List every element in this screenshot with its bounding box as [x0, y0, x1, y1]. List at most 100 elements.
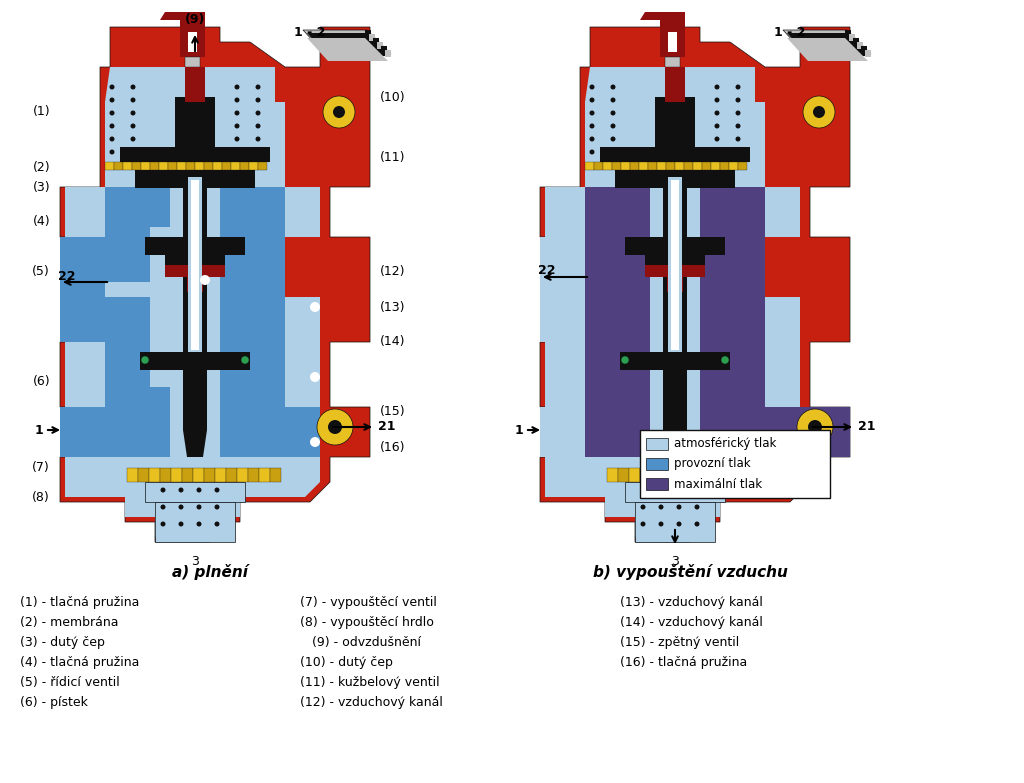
Bar: [646, 478, 668, 490]
Circle shape: [161, 521, 166, 526]
Text: (4) - tlačná pružina: (4) - tlačná pružina: [20, 656, 139, 669]
Bar: [204, 468, 215, 482]
Bar: [720, 162, 729, 170]
Bar: [213, 162, 222, 170]
Circle shape: [735, 124, 740, 128]
Bar: [729, 162, 738, 170]
Bar: [180, 12, 205, 57]
Bar: [738, 162, 746, 170]
Bar: [671, 180, 679, 350]
Circle shape: [715, 98, 720, 103]
Text: (9): (9): [184, 13, 205, 26]
Polygon shape: [540, 27, 850, 542]
Bar: [155, 502, 234, 542]
Bar: [195, 162, 204, 170]
Circle shape: [214, 504, 219, 510]
Text: (15): (15): [380, 406, 406, 418]
Circle shape: [621, 356, 629, 364]
Bar: [640, 468, 651, 482]
Bar: [188, 177, 202, 352]
Circle shape: [658, 504, 664, 510]
Text: (5): (5): [32, 265, 50, 279]
Bar: [193, 468, 204, 482]
Circle shape: [317, 409, 353, 445]
Bar: [168, 162, 177, 170]
Bar: [702, 162, 711, 170]
Polygon shape: [765, 187, 800, 237]
Bar: [655, 97, 695, 152]
Circle shape: [110, 124, 115, 128]
Bar: [635, 502, 715, 542]
Circle shape: [328, 420, 342, 434]
Circle shape: [721, 356, 729, 364]
Bar: [182, 468, 193, 482]
Bar: [231, 162, 240, 170]
Bar: [141, 162, 150, 170]
Polygon shape: [590, 67, 755, 102]
Bar: [60, 237, 105, 342]
Polygon shape: [105, 297, 170, 457]
Circle shape: [256, 124, 260, 128]
Circle shape: [178, 488, 183, 493]
Polygon shape: [545, 187, 585, 282]
Bar: [123, 162, 132, 170]
Circle shape: [715, 110, 720, 116]
Bar: [618, 468, 629, 482]
Text: (9) - odvzdušnění: (9) - odvzdušnění: [300, 636, 421, 649]
Polygon shape: [285, 297, 319, 342]
Circle shape: [256, 85, 260, 89]
Bar: [145, 237, 245, 255]
Bar: [625, 482, 725, 502]
Circle shape: [161, 488, 166, 493]
Polygon shape: [385, 50, 391, 57]
Polygon shape: [783, 30, 871, 54]
Bar: [693, 162, 702, 170]
Polygon shape: [545, 342, 585, 407]
Bar: [540, 237, 585, 342]
Bar: [673, 468, 684, 482]
Bar: [668, 177, 682, 352]
Bar: [739, 468, 750, 482]
Bar: [666, 162, 675, 170]
Polygon shape: [285, 407, 319, 457]
Text: (12): (12): [380, 265, 406, 279]
Circle shape: [333, 106, 345, 118]
Polygon shape: [105, 187, 170, 282]
Bar: [646, 438, 668, 450]
Bar: [625, 237, 725, 255]
Circle shape: [590, 85, 595, 89]
Circle shape: [110, 85, 115, 89]
Polygon shape: [369, 34, 375, 41]
Polygon shape: [845, 30, 851, 37]
Circle shape: [110, 136, 115, 142]
Circle shape: [200, 275, 210, 285]
Text: (13): (13): [380, 301, 406, 313]
Polygon shape: [365, 30, 371, 37]
Bar: [668, 32, 677, 52]
Text: 22: 22: [538, 264, 555, 276]
Text: (16) - tlačná pružina: (16) - tlačná pružina: [620, 656, 748, 669]
Circle shape: [797, 409, 833, 445]
Bar: [650, 187, 700, 457]
Circle shape: [735, 136, 740, 142]
Polygon shape: [60, 27, 370, 542]
Circle shape: [256, 150, 260, 154]
Circle shape: [256, 98, 260, 103]
Polygon shape: [303, 30, 391, 54]
Bar: [665, 57, 680, 67]
Bar: [603, 162, 612, 170]
Bar: [259, 468, 270, 482]
Circle shape: [610, 85, 615, 89]
Circle shape: [197, 504, 202, 510]
Bar: [145, 482, 245, 502]
Text: (7) - vypouštěcí ventil: (7) - vypouštěcí ventil: [300, 596, 437, 609]
Bar: [159, 162, 168, 170]
Text: (1): (1): [33, 106, 50, 118]
Circle shape: [590, 98, 595, 103]
Circle shape: [197, 521, 202, 526]
Text: b) vypouštění vzduchu: b) vypouštění vzduchu: [593, 564, 787, 580]
Bar: [132, 162, 141, 170]
Text: (11): (11): [380, 150, 406, 164]
Bar: [645, 255, 705, 265]
Circle shape: [640, 521, 645, 526]
